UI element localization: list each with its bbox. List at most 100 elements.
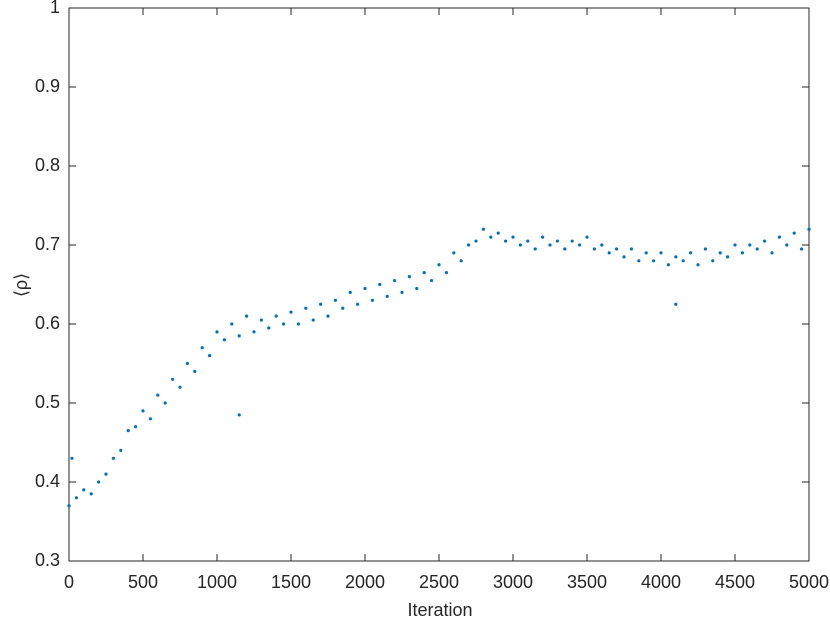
point <box>800 247 804 251</box>
point <box>711 259 715 263</box>
point <box>289 310 293 314</box>
point <box>659 251 663 255</box>
point <box>481 227 485 231</box>
point <box>703 247 708 251</box>
point <box>333 298 337 302</box>
point <box>274 314 278 318</box>
point <box>763 239 767 243</box>
point <box>726 255 730 259</box>
point <box>252 330 256 334</box>
point <box>208 354 212 358</box>
point <box>326 314 330 318</box>
point <box>97 480 101 484</box>
x-tick-label: 2000 <box>345 572 385 592</box>
x-tick-label: 500 <box>128 572 158 592</box>
point <box>548 243 552 247</box>
point <box>163 401 167 405</box>
point <box>222 338 226 342</box>
point <box>230 322 234 326</box>
point <box>563 247 567 251</box>
point <box>740 251 745 255</box>
point <box>533 247 537 251</box>
point <box>541 235 545 239</box>
y-tick-label: 0.5 <box>35 392 60 412</box>
point <box>319 302 323 306</box>
point <box>452 251 456 255</box>
point <box>430 278 434 283</box>
point <box>748 243 752 247</box>
point <box>629 247 634 251</box>
x-tick-label: 3000 <box>493 572 533 592</box>
point <box>696 263 700 267</box>
y-tick-label: 0.4 <box>35 471 60 491</box>
point <box>282 322 286 326</box>
point <box>363 286 367 291</box>
point <box>407 275 411 279</box>
point <box>237 413 241 417</box>
point <box>89 492 93 496</box>
point <box>267 326 271 330</box>
plot-frame <box>68 7 810 562</box>
point <box>134 425 138 429</box>
point <box>141 409 145 413</box>
point <box>467 243 471 247</box>
point <box>126 429 130 433</box>
point <box>348 290 352 294</box>
point <box>459 259 463 263</box>
point <box>185 361 189 366</box>
point <box>592 247 597 251</box>
point <box>792 231 796 235</box>
point <box>496 231 500 235</box>
point <box>245 314 249 318</box>
point <box>74 496 78 500</box>
point <box>689 251 693 255</box>
point <box>489 235 493 239</box>
point <box>555 239 560 243</box>
y-axis-label: ⟨ρ⟩ <box>11 273 31 297</box>
x-tick-label: 2500 <box>419 572 459 592</box>
y-tick-label: 0.6 <box>35 313 60 333</box>
point <box>755 247 759 251</box>
point <box>578 243 582 247</box>
point <box>622 255 626 259</box>
point <box>70 456 74 460</box>
point <box>644 251 648 255</box>
point <box>607 251 611 255</box>
x-tick-label: 1000 <box>197 572 237 592</box>
point <box>718 251 722 255</box>
point <box>652 259 656 263</box>
point <box>570 239 574 243</box>
point <box>674 302 678 306</box>
point <box>356 302 360 306</box>
y-tick-label: 0.8 <box>35 155 60 175</box>
x-tick-label: 4500 <box>715 572 755 592</box>
x-tick-label: 0 <box>64 572 74 592</box>
point <box>119 448 123 452</box>
x-tick-label: 1500 <box>271 572 311 592</box>
x-axis-label: Iteration <box>407 600 472 620</box>
point <box>82 488 86 492</box>
point <box>200 346 204 350</box>
point <box>237 334 241 338</box>
point <box>615 247 619 251</box>
point <box>67 504 71 508</box>
point <box>400 290 404 294</box>
point <box>148 417 152 421</box>
point <box>415 286 419 291</box>
y-tick-label: 0.3 <box>35 550 60 570</box>
point <box>600 243 604 247</box>
point <box>341 306 345 310</box>
x-tick-label: 3500 <box>567 572 607 592</box>
point <box>171 377 175 381</box>
point <box>393 278 397 283</box>
point <box>807 227 811 231</box>
point <box>777 235 782 239</box>
point <box>674 255 678 259</box>
point <box>444 271 448 275</box>
point <box>259 318 263 322</box>
point <box>474 239 478 243</box>
point <box>104 472 108 476</box>
point <box>178 385 182 389</box>
point <box>511 235 515 239</box>
